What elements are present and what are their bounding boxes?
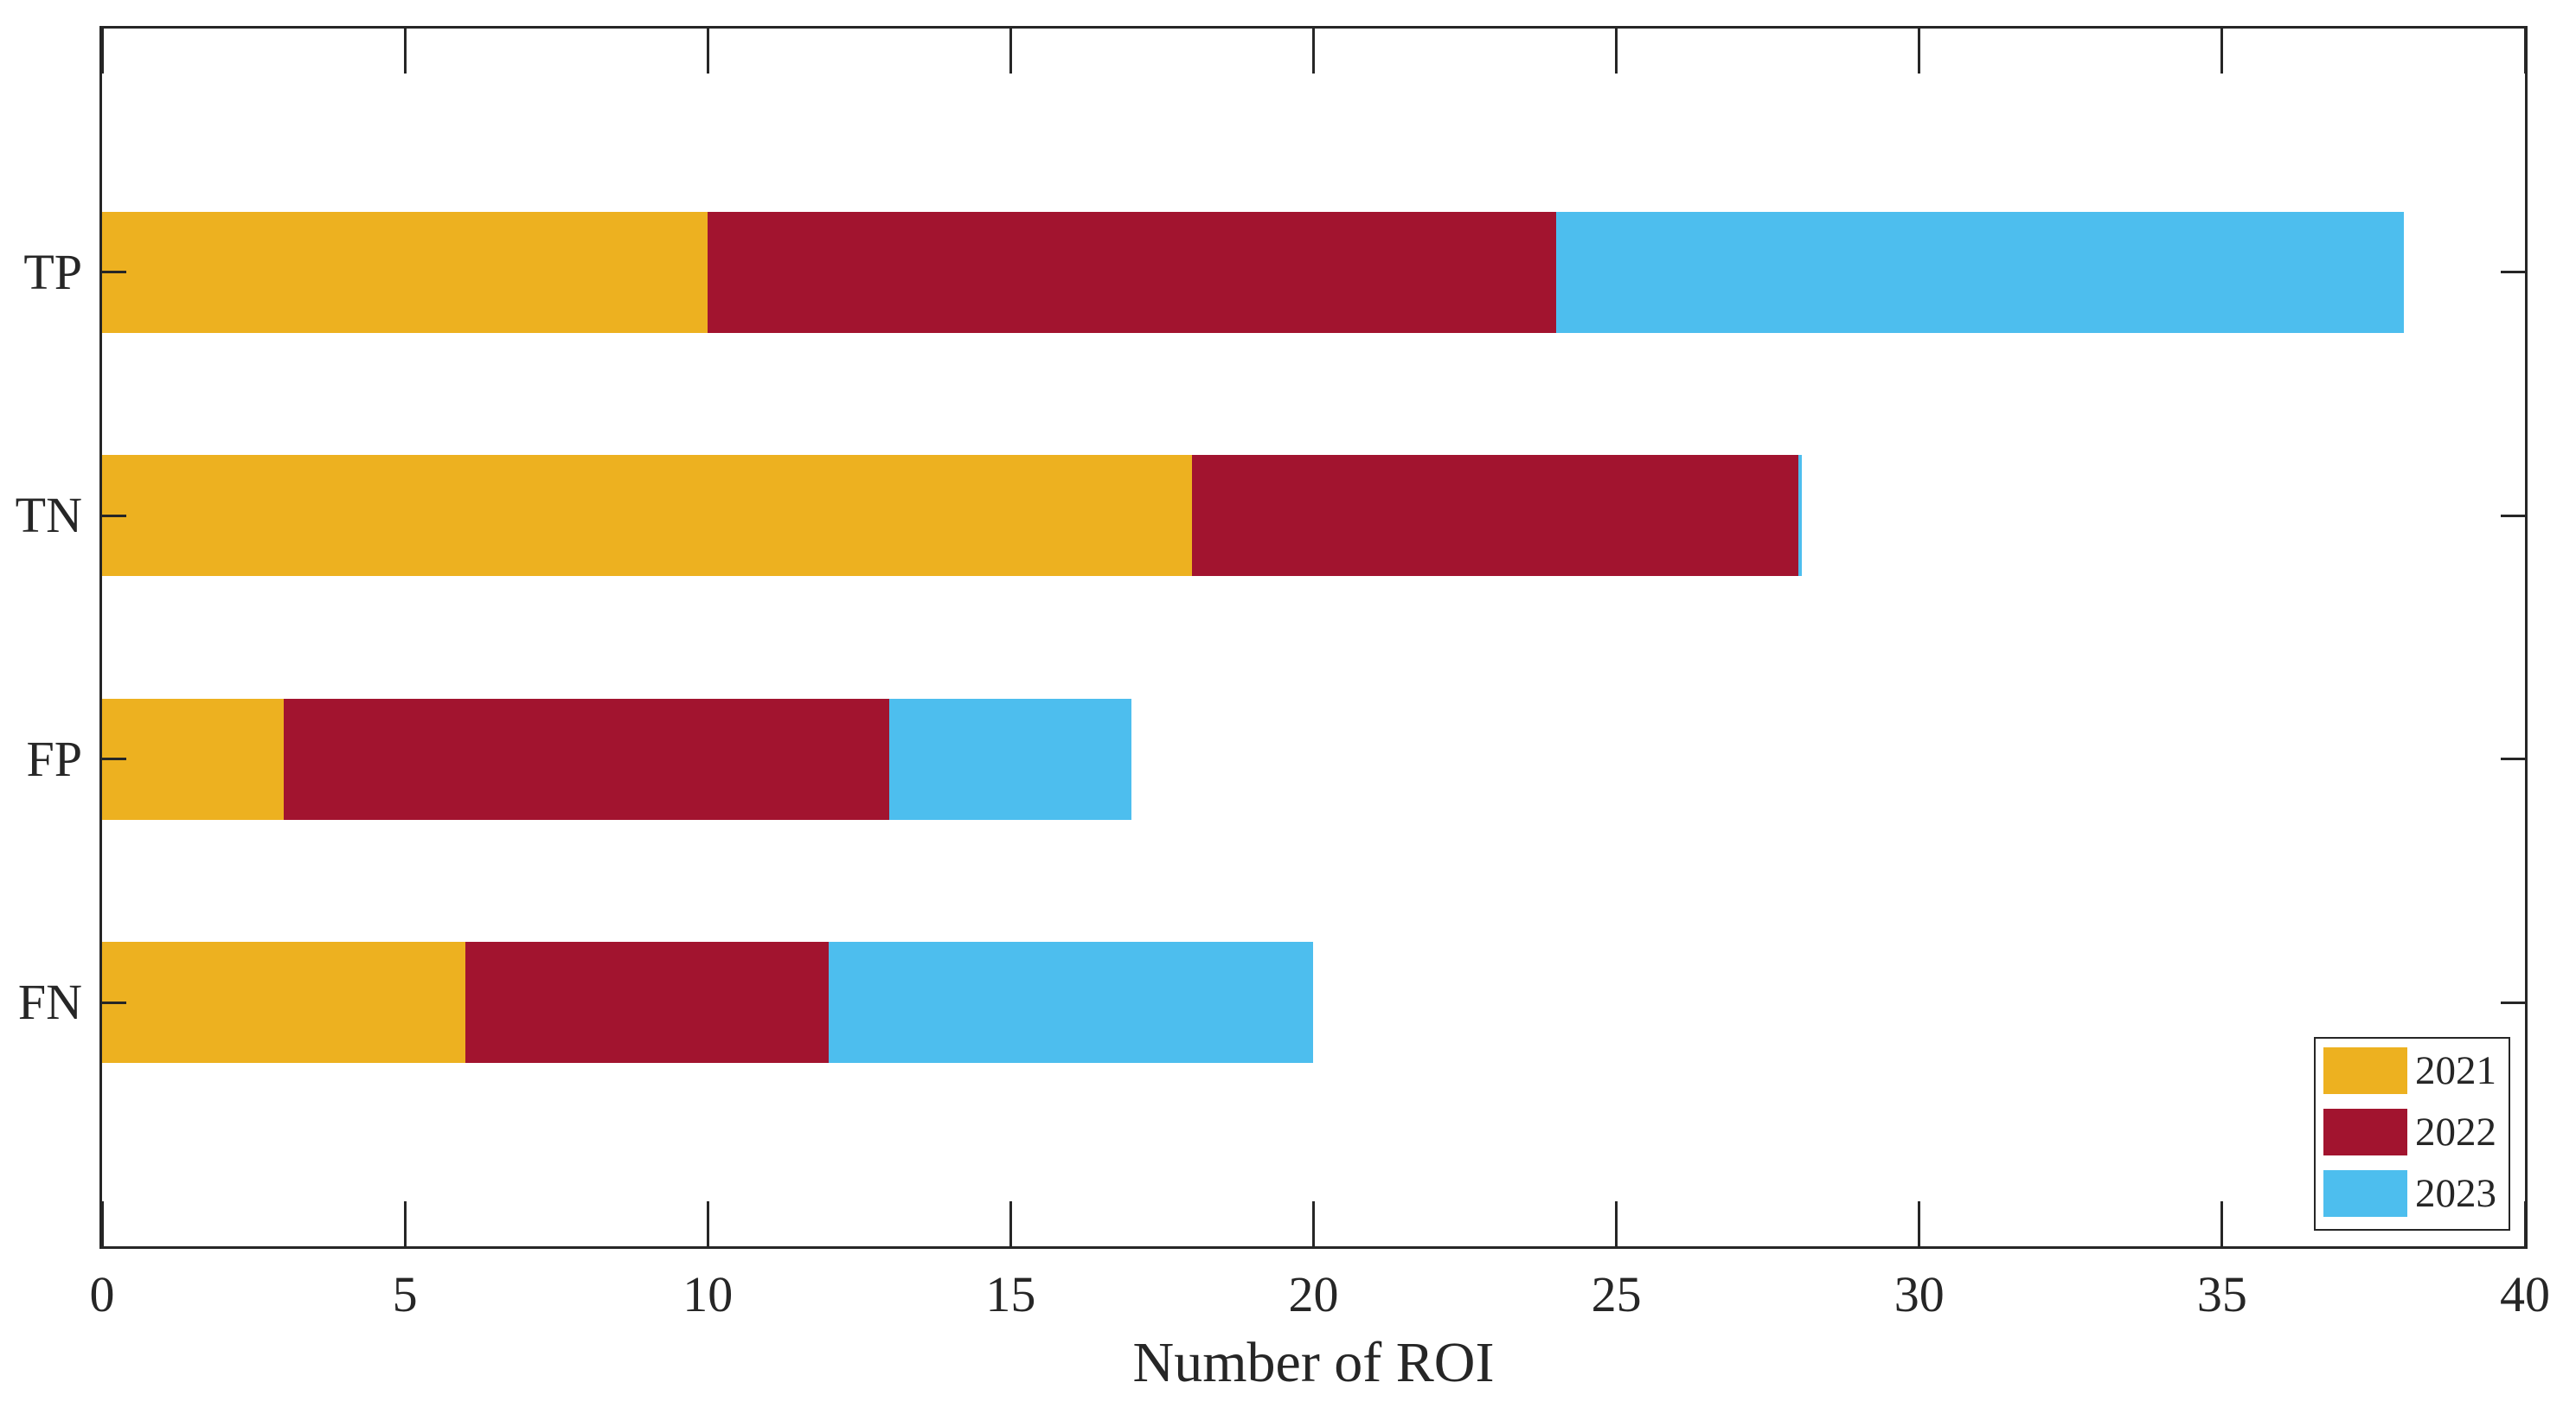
category-label-FP: FP: [26, 730, 82, 787]
bar-segment-TN-2022: [1192, 455, 1798, 577]
x-tick-label-20: 20: [1288, 1266, 1339, 1322]
bar-segment-TN-2021: [102, 455, 1193, 577]
x-tick-bottom-35: [2220, 1201, 2224, 1246]
x-tick-label-0: 0: [89, 1266, 115, 1322]
x-tick-label-10: 10: [682, 1266, 734, 1322]
x-tick-bottom-20: [1312, 1201, 1315, 1246]
x-tick-bottom-25: [1615, 1201, 1618, 1246]
x-tick-label-5: 5: [392, 1266, 418, 1322]
bar-segment-TP-2021: [102, 211, 708, 333]
x-tick-top-10: [706, 29, 709, 74]
x-tick-bottom-40: [2523, 1201, 2527, 1246]
x-tick-label-15: 15: [985, 1266, 1036, 1322]
legend-label-2022: 2022: [2415, 1110, 2496, 1155]
category-label-FN: FN: [17, 974, 82, 1031]
bar-segment-FN-2021: [102, 942, 466, 1064]
x-tick-top-40: [2523, 29, 2527, 74]
x-tick-label-40: 40: [2500, 1266, 2550, 1322]
x-tick-bottom-30: [1918, 1201, 1921, 1246]
legend-label-2021: 2021: [2415, 1048, 2496, 1093]
y-tick-right-TP: [2501, 271, 2525, 274]
category-label-TP: TP: [23, 243, 82, 300]
category-label-TN: TN: [15, 487, 82, 544]
legend-swatch-2023: [2323, 1170, 2407, 1217]
x-tick-bottom-15: [1009, 1201, 1012, 1246]
legend: 2021 2022 2023: [2314, 1037, 2510, 1231]
x-tick-top-15: [1009, 29, 1012, 74]
bar-segment-TP-2022: [708, 211, 1556, 333]
legend-label-2023: 2023: [2415, 1171, 2496, 1216]
x-tick-top-20: [1312, 29, 1315, 74]
x-tick-top-0: [100, 29, 104, 74]
x-tick-label-25: 25: [1591, 1266, 1642, 1322]
legend-row-2021: 2021: [2323, 1047, 2496, 1094]
legend-swatch-2022: [2323, 1109, 2407, 1155]
bar-segment-TP-2023: [1555, 211, 2404, 333]
x-tick-top-25: [1615, 29, 1618, 74]
y-tick-left-FP: [102, 758, 126, 761]
legend-row-2023: 2023: [2323, 1170, 2496, 1217]
x-axis-label: Number of ROI: [1132, 1331, 1495, 1394]
x-tick-bottom-10: [706, 1201, 709, 1246]
bar-segment-FP-2021: [102, 698, 285, 820]
y-tick-left-FN: [102, 1001, 126, 1004]
bar-segment-FP-2022: [284, 698, 890, 820]
y-tick-left-TP: [102, 271, 126, 274]
x-tick-label-35: 35: [2196, 1266, 2247, 1322]
x-tick-top-30: [1918, 29, 1921, 74]
y-tick-left-TN: [102, 514, 126, 517]
x-tick-top-5: [403, 29, 407, 74]
bar-segment-FP-2023: [889, 698, 1132, 820]
x-tick-label-30: 30: [1894, 1266, 1945, 1322]
x-tick-top-35: [2220, 29, 2224, 74]
y-tick-right-FN: [2501, 1001, 2525, 1004]
x-tick-bottom-0: [100, 1201, 104, 1246]
plot-area: [99, 26, 2528, 1249]
x-tick-bottom-5: [403, 1201, 407, 1246]
bar-segment-FN-2023: [829, 942, 1314, 1064]
y-tick-right-TN: [2501, 514, 2525, 517]
bar-segment-TN-2023: [1797, 455, 1802, 577]
legend-row-2022: 2022: [2323, 1109, 2496, 1155]
legend-swatch-2021: [2323, 1047, 2407, 1094]
y-tick-right-FP: [2501, 758, 2525, 761]
bar-segment-FN-2022: [465, 942, 830, 1064]
